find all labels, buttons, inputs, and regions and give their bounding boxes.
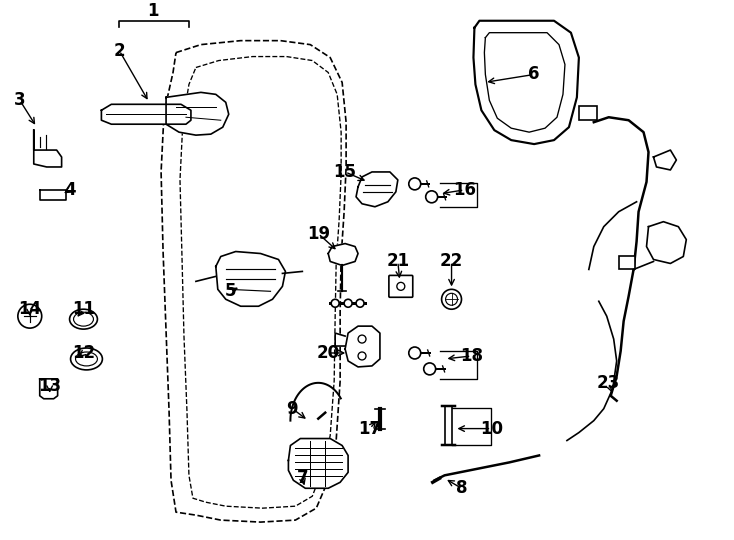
Text: 21: 21 [386,253,410,271]
Text: 16: 16 [453,181,476,199]
Circle shape [331,299,339,307]
Text: 6: 6 [528,65,540,84]
Polygon shape [101,104,191,124]
Polygon shape [356,172,398,207]
Text: 2: 2 [114,42,125,59]
Polygon shape [328,244,358,266]
Text: 1: 1 [148,2,159,20]
Circle shape [344,299,352,307]
Text: 17: 17 [358,420,382,437]
Text: 14: 14 [18,300,41,318]
Polygon shape [40,379,58,399]
Text: 3: 3 [14,91,26,109]
Text: 5: 5 [225,282,236,300]
Text: 11: 11 [72,300,95,318]
Polygon shape [40,190,65,200]
Polygon shape [335,333,345,346]
Polygon shape [647,222,686,264]
Text: 7: 7 [297,469,308,487]
Text: 8: 8 [456,480,468,497]
Ellipse shape [76,352,98,366]
Ellipse shape [73,312,93,326]
Polygon shape [216,252,286,306]
Text: 9: 9 [286,400,298,418]
Text: 19: 19 [307,225,330,242]
Ellipse shape [70,309,98,329]
Text: 13: 13 [38,377,61,395]
Circle shape [18,304,42,328]
Polygon shape [345,326,380,367]
Text: 22: 22 [440,253,463,271]
Circle shape [397,282,404,291]
Polygon shape [166,92,229,135]
Text: 20: 20 [316,344,340,362]
Text: 4: 4 [64,181,76,199]
Circle shape [358,352,366,360]
Circle shape [358,335,366,343]
Text: 10: 10 [480,420,503,437]
Circle shape [424,363,436,375]
Text: 23: 23 [597,374,620,392]
Text: 12: 12 [72,344,95,362]
Circle shape [356,299,364,307]
Text: 15: 15 [334,163,357,181]
Bar [579,106,597,120]
Polygon shape [473,21,579,144]
Circle shape [446,293,457,305]
Bar [619,255,635,269]
Polygon shape [288,438,348,488]
Text: 18: 18 [460,347,483,365]
Circle shape [442,289,462,309]
Polygon shape [653,150,676,170]
Circle shape [409,347,421,359]
FancyBboxPatch shape [389,275,413,298]
Circle shape [426,191,437,203]
Ellipse shape [70,348,103,370]
Circle shape [409,178,421,190]
Polygon shape [34,130,62,167]
